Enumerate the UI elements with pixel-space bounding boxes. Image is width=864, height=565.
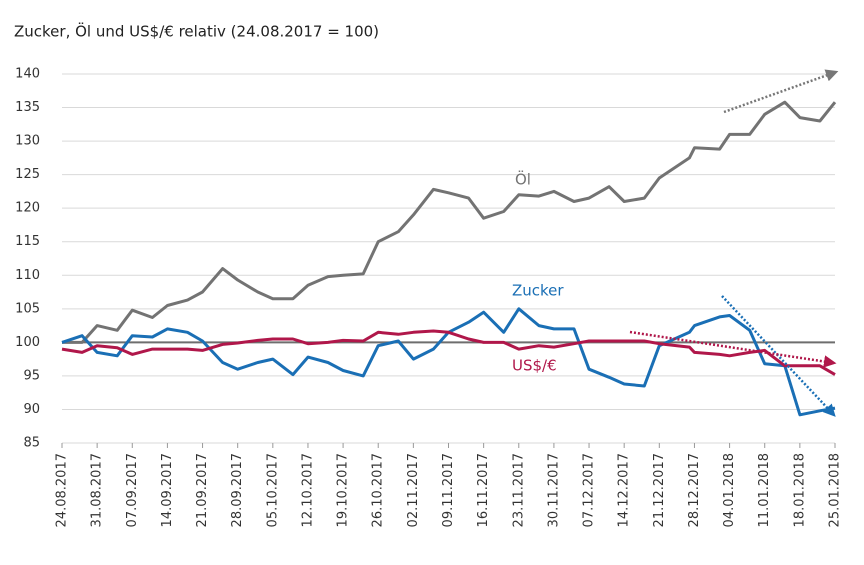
x-tick-label: 24.08.2017 (55, 453, 70, 527)
series-label: US$/€ (512, 357, 557, 375)
x-tick-label: 25.01.2018 (828, 453, 843, 527)
y-tick-label: 125 (15, 167, 40, 182)
y-tick-label: 85 (23, 436, 40, 451)
x-tick-label: 16.11.2017 (476, 453, 491, 527)
series-label: Zucker (512, 282, 564, 300)
series-line (62, 100, 837, 344)
x-tick-label: 14.09.2017 (160, 453, 175, 527)
series-line (61, 307, 836, 417)
series-line (61, 329, 836, 376)
grid (61, 73, 836, 448)
x-tick-label: 18.01.2018 (792, 453, 807, 527)
x-tick-label: 31.08.2017 (90, 453, 105, 527)
x-tick-label: 21.12.2017 (652, 453, 667, 527)
y-tick-label: 120 (15, 201, 40, 216)
y-tick-label: 115 (15, 234, 40, 249)
y-tick-label: 140 (15, 67, 40, 82)
chart-title: Zucker, Öl und US$/€ relativ (24.08.2017… (14, 22, 379, 41)
x-tick-label: 26.10.2017 (371, 453, 386, 527)
series-label: Öl (515, 170, 531, 189)
y-tick-label: 135 (15, 100, 40, 115)
x-tick-label: 05.10.2017 (265, 453, 280, 527)
x-tick-label: 12.10.2017 (300, 453, 315, 527)
x-tick-label: 11.01.2018 (757, 453, 772, 527)
x-tick-label: 02.11.2017 (406, 453, 421, 527)
y-tick-label: 100 (15, 335, 40, 350)
x-tick-label: 23.11.2017 (511, 453, 526, 527)
trend-arrow (629, 330, 837, 368)
y-tick-label: 90 (23, 402, 40, 417)
x-tick-label: 14.12.2017 (617, 453, 632, 527)
x-tick-label: 28.09.2017 (230, 453, 245, 527)
x-tick-label: 09.11.2017 (441, 453, 456, 527)
x-tick-label: 04.01.2018 (722, 453, 737, 527)
lines (61, 100, 837, 417)
x-tick-label: 21.09.2017 (195, 453, 210, 527)
y-tick-label: 130 (15, 134, 40, 149)
x-tick-label: 30.11.2017 (546, 453, 561, 527)
y-tick-label: 105 (15, 301, 40, 316)
x-tick-label: 07.09.2017 (125, 453, 140, 527)
y-tick-label: 110 (15, 268, 40, 283)
x-tick-label: 19.10.2017 (336, 453, 351, 527)
y-tick-label: 95 (23, 368, 40, 383)
x-tick-label: 28.12.2017 (687, 453, 702, 527)
x-tick-label: 07.12.2017 (582, 453, 597, 527)
